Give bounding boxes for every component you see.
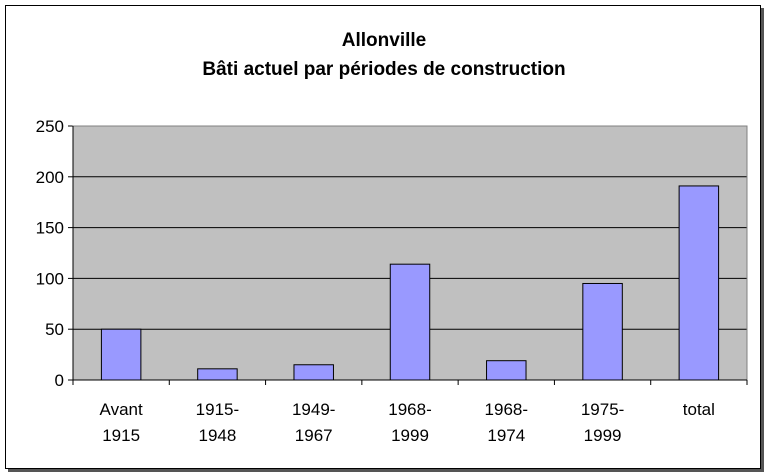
x-tick-label: 1968-1974 [485, 400, 528, 445]
bar-chart: Allonville Bâti actuel par périodes de c… [36, 30, 748, 445]
chart-subtitle: Bâti actuel par périodes de construction [202, 59, 565, 80]
x-tick-label: Avant 1915 [100, 400, 143, 445]
chart-frame: Allonville Bâti actuel par périodes de c… [5, 5, 761, 469]
x-tick-label: 1975-1999 [581, 400, 624, 445]
bar [582, 282, 623, 381]
axes [68, 125, 748, 385]
y-tick-label: 150 [36, 219, 64, 238]
x-tick-label: 1949-1967 [292, 400, 335, 445]
y-tick-label: 200 [36, 168, 64, 187]
bar [100, 328, 142, 381]
y-tick-label: 100 [36, 269, 64, 288]
y-tick-label: 0 [55, 371, 64, 390]
x-tick-label: 1915-1948 [196, 400, 239, 445]
x-tick-label: total [683, 400, 715, 419]
bar [389, 263, 431, 381]
y-tick-label: 250 [36, 117, 64, 136]
chart-title: Allonville [342, 30, 426, 51]
y-tick-labels: 0 50 100 150 200 250 [36, 117, 64, 390]
y-tick-label: 50 [45, 320, 64, 339]
x-tick-labels: Avant 1915 1915-1948 1949-1967 1968-1999 1968… [100, 400, 715, 445]
bars [100, 185, 720, 381]
bar [678, 185, 720, 381]
x-tick-label: 1968-1999 [388, 400, 431, 445]
bar [486, 360, 527, 381]
bar [293, 364, 334, 381]
bar [197, 368, 238, 381]
